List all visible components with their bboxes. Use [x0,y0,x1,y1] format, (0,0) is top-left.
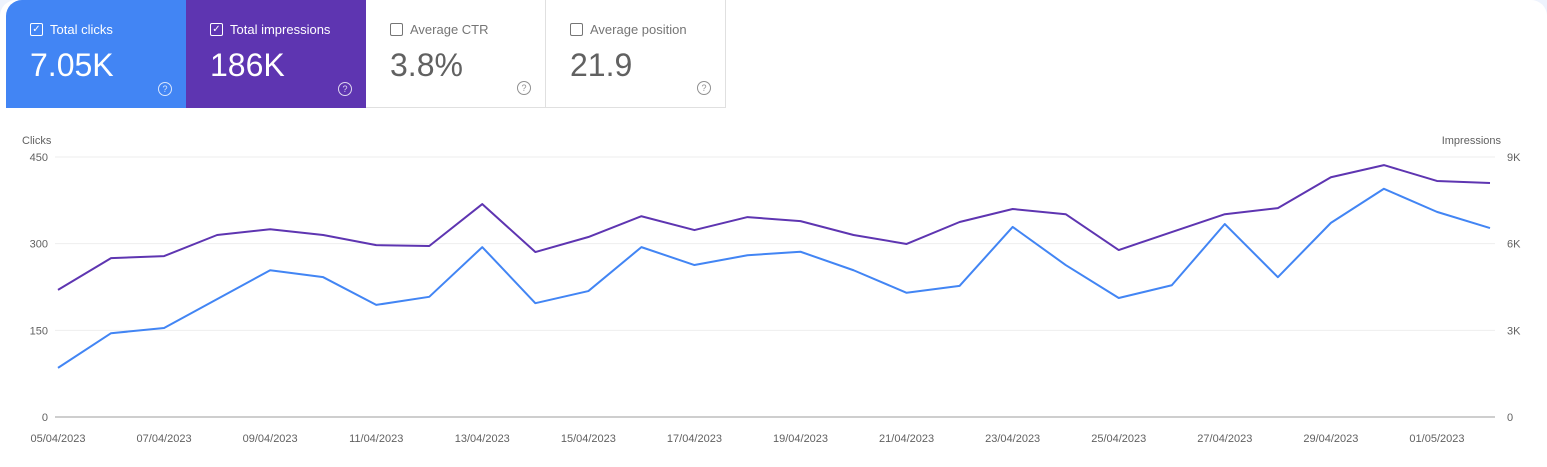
right-tick-label: 6K [1507,239,1521,251]
x-tick-label: 07/04/2023 [137,433,192,445]
checkbox-unchecked-icon[interactable] [390,23,403,36]
metric-value: 7.05K [30,47,114,83]
x-tick-label: 17/04/2023 [667,433,722,445]
metric-card-total-impressions[interactable]: ✓ Total impressions 186K ? [186,0,366,108]
x-tick-label: 05/04/2023 [30,433,85,445]
help-icon[interactable]: ? [338,82,352,96]
help-icon[interactable]: ? [158,82,172,96]
x-tick-label: 11/04/2023 [349,433,403,445]
checkbox-unchecked-icon[interactable] [570,23,583,36]
right-tick-label: 0 [1507,412,1513,424]
metric-card-total-clicks[interactable]: ✓ Total clicks 7.05K ? [6,0,186,108]
left-axis-label: Clicks [22,135,52,147]
metric-card-average-ctr[interactable]: Average CTR 3.8% ? [366,0,546,108]
x-tick-label: 27/04/2023 [1197,433,1252,445]
help-icon[interactable]: ? [517,81,531,95]
help-icon[interactable]: ? [697,81,711,95]
metric-label: Average position [590,22,687,37]
series-line-impressions [57,164,1491,291]
right-tick-label: 3K [1507,325,1521,337]
x-tick-label: 09/04/2023 [243,433,298,445]
checkbox-checked-icon[interactable]: ✓ [30,23,43,36]
x-tick-label: 01/05/2023 [1409,433,1464,445]
x-tick-label: 29/04/2023 [1303,433,1358,445]
x-tick-label: 23/04/2023 [985,433,1040,445]
checkbox-checked-icon[interactable]: ✓ [210,23,223,36]
series-line-clicks [57,187,1491,369]
left-tick-label: 0 [42,412,48,424]
left-tick-label: 300 [30,239,48,251]
metric-value: 186K [210,47,285,83]
x-tick-label: 21/04/2023 [879,433,934,445]
metric-card-average-position[interactable]: Average position 21.9 ? [546,0,726,108]
x-tick-label: 25/04/2023 [1091,433,1146,445]
metric-label: Total impressions [230,22,331,37]
metric-value: 21.9 [570,47,633,83]
left-tick-label: 450 [30,152,48,164]
x-tick-label: 13/04/2023 [455,433,510,445]
left-tick-label: 150 [30,325,48,337]
x-tick-label: 15/04/2023 [561,433,616,445]
metric-label: Average CTR [410,22,489,37]
x-tick-label: 19/04/2023 [773,433,828,445]
metric-label: Total clicks [50,22,113,37]
right-tick-label: 9K [1507,152,1521,164]
metric-value: 3.8% [390,47,463,83]
right-axis-label: Impressions [1442,135,1502,147]
